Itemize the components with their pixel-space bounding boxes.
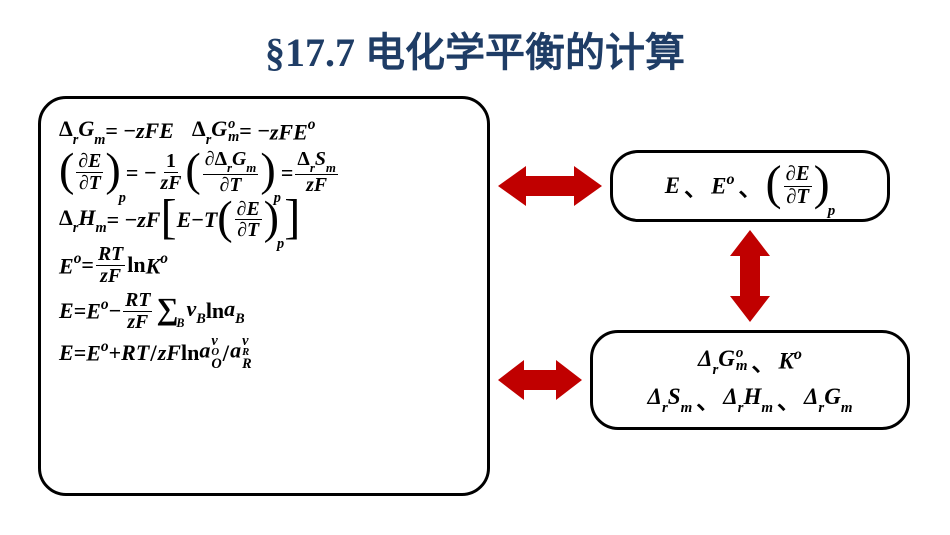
- eq-line-1: ΔrGm = − zFE ΔrGom = − zFEo: [59, 116, 469, 146]
- summary-bottom-line1: ΔrGom 、 Ko: [698, 344, 802, 378]
- arrow-vertical-icon: [726, 230, 774, 322]
- slide: { "title": "§17.7 电化学平衡的计算", "colors": {…: [0, 0, 950, 535]
- summary-top-content: E 、 Eo 、 ( ∂E ∂T )p: [665, 164, 835, 208]
- summary-box-top: E 、 Eo 、 ( ∂E ∂T )p: [610, 150, 890, 222]
- eq-line-2: ( ∂E ∂T )p = − 1 zF ( ∂ΔrGm ∂T )p = ΔrSm…: [59, 149, 469, 195]
- eq-line-4: Eo = RT zF ln Ko: [59, 244, 469, 287]
- summary-bottom-line2: ΔrSm 、 ΔrHm 、 ΔrGm: [648, 382, 853, 416]
- arrow-left-to-bottomright-icon: [498, 356, 582, 404]
- arrow-left-to-topright-icon: [498, 162, 602, 210]
- eq-line-5: E = Eo − RT zF ∑B νB ln aB: [59, 290, 469, 333]
- summary-box-bottom: ΔrGom 、 Ko ΔrSm 、 ΔrHm 、 ΔrGm: [590, 330, 910, 430]
- equation-box-left: ΔrGm = − zFE ΔrGom = − zFEo ( ∂E ∂T )p =…: [38, 96, 490, 496]
- page-title: §17.7 电化学平衡的计算: [0, 20, 950, 78]
- eq-line-6: E = Eo + RT / zF ln aνOO / aνRR: [59, 335, 469, 370]
